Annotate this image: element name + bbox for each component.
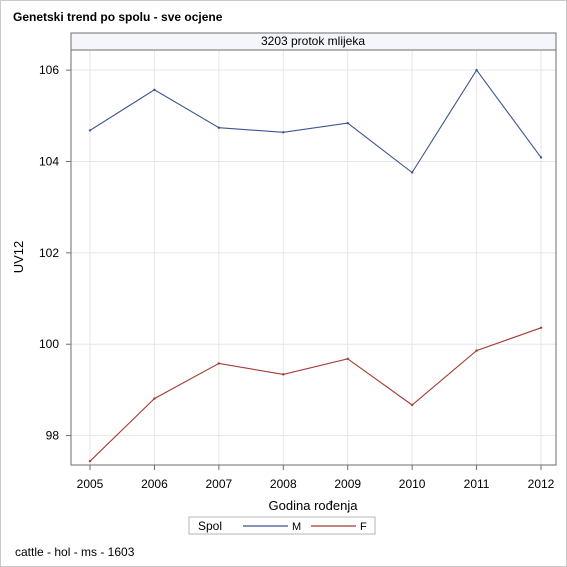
data-point-M [217,126,221,129]
data-point-M [282,131,285,134]
x-tick-label: 2008 [270,477,297,491]
data-point-F [346,357,349,361]
data-point-F [475,349,478,352]
y-tick-label: 100 [39,337,59,351]
plot-area [70,49,557,466]
legend-label-F: F [360,521,367,533]
data-point-F [153,397,156,400]
data-point-M [153,88,156,91]
y-axis-label: UV12 [11,241,26,274]
y-tick-label: 104 [39,155,59,169]
series-line-M [89,69,542,174]
x-axis-label: Godina rođenja [269,498,359,513]
y-tick-label: 102 [39,246,59,260]
x-tick-label: 2010 [399,477,426,491]
legend-label-M: M [292,521,301,533]
x-tick-label: 2006 [141,477,168,491]
x-tick-label: 2011 [464,477,490,491]
y-tick-label: 106 [39,63,59,77]
y-tick-label: 98 [46,429,60,443]
x-tick-label: 2012 [528,477,555,491]
legend-title: Spol [198,519,222,533]
data-point-M [475,68,478,72]
x-tick-label: 2005 [77,477,104,491]
x-tick-label: 2007 [206,477,233,491]
data-point-F [282,373,285,376]
data-point-F [88,459,92,463]
data-point-M [88,129,92,132]
data-point-F [410,403,414,407]
data-point-M [539,156,543,159]
panel-label: 3203 protok mlijeka [261,34,365,48]
data-point-F [539,326,543,329]
data-point-M [410,171,414,174]
data-point-F [217,362,221,365]
x-tick-label: 2009 [334,477,361,491]
series-line-F [89,327,542,462]
data-point-M [346,121,349,125]
footnote: cattle - hol - ms - 1603 [15,545,135,559]
chart-title: Genetski trend po spolu - sve ocjene [13,10,223,24]
